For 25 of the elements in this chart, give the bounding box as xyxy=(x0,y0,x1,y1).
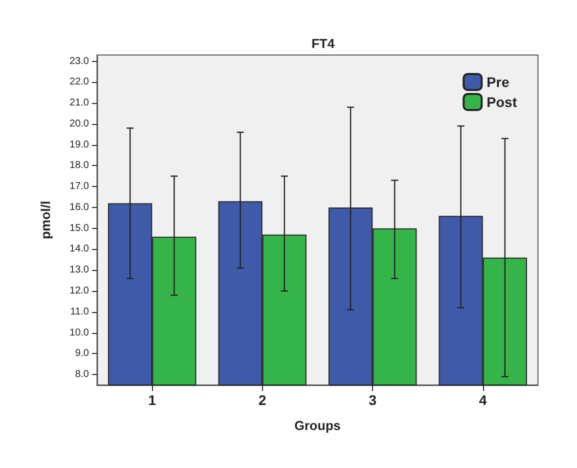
y-tick-label: 12.0 xyxy=(70,286,90,297)
y-tick-label: 17.0 xyxy=(70,181,90,192)
y-tick-label: 18.0 xyxy=(70,160,90,172)
legend-label: Post xyxy=(486,94,518,110)
y-tick-label: 21.0 xyxy=(70,98,90,109)
y-tick-label: 13.0 xyxy=(70,264,90,276)
y-tick-label: 11.0 xyxy=(70,306,90,318)
y-tick-label: 8.0 xyxy=(75,369,90,380)
x-tick-label: 2 xyxy=(258,392,266,408)
y-tick-label: 15.0 xyxy=(70,222,90,234)
y-tick-label: 22.0 xyxy=(70,76,90,88)
y-tick-label: 14.0 xyxy=(70,244,90,255)
x-tick-label: 4 xyxy=(478,392,487,408)
y-axis-title: pmol/l xyxy=(38,200,53,240)
x-tick-label: 1 xyxy=(148,392,156,408)
y-tick-label: 20.0 xyxy=(70,118,90,130)
chart-title: FT4 xyxy=(311,36,336,51)
x-axis-title: Groups xyxy=(294,418,341,433)
y-tick-label: 9.0 xyxy=(75,348,90,360)
legend-label: Pre xyxy=(486,74,510,90)
y-tick-label: 19.0 xyxy=(70,139,90,150)
y-tick-label: 23.0 xyxy=(70,56,90,67)
y-tick-label: 10.0 xyxy=(70,327,90,338)
y-tick-label: 16.0 xyxy=(70,202,90,213)
x-tick-label: 3 xyxy=(368,392,377,408)
